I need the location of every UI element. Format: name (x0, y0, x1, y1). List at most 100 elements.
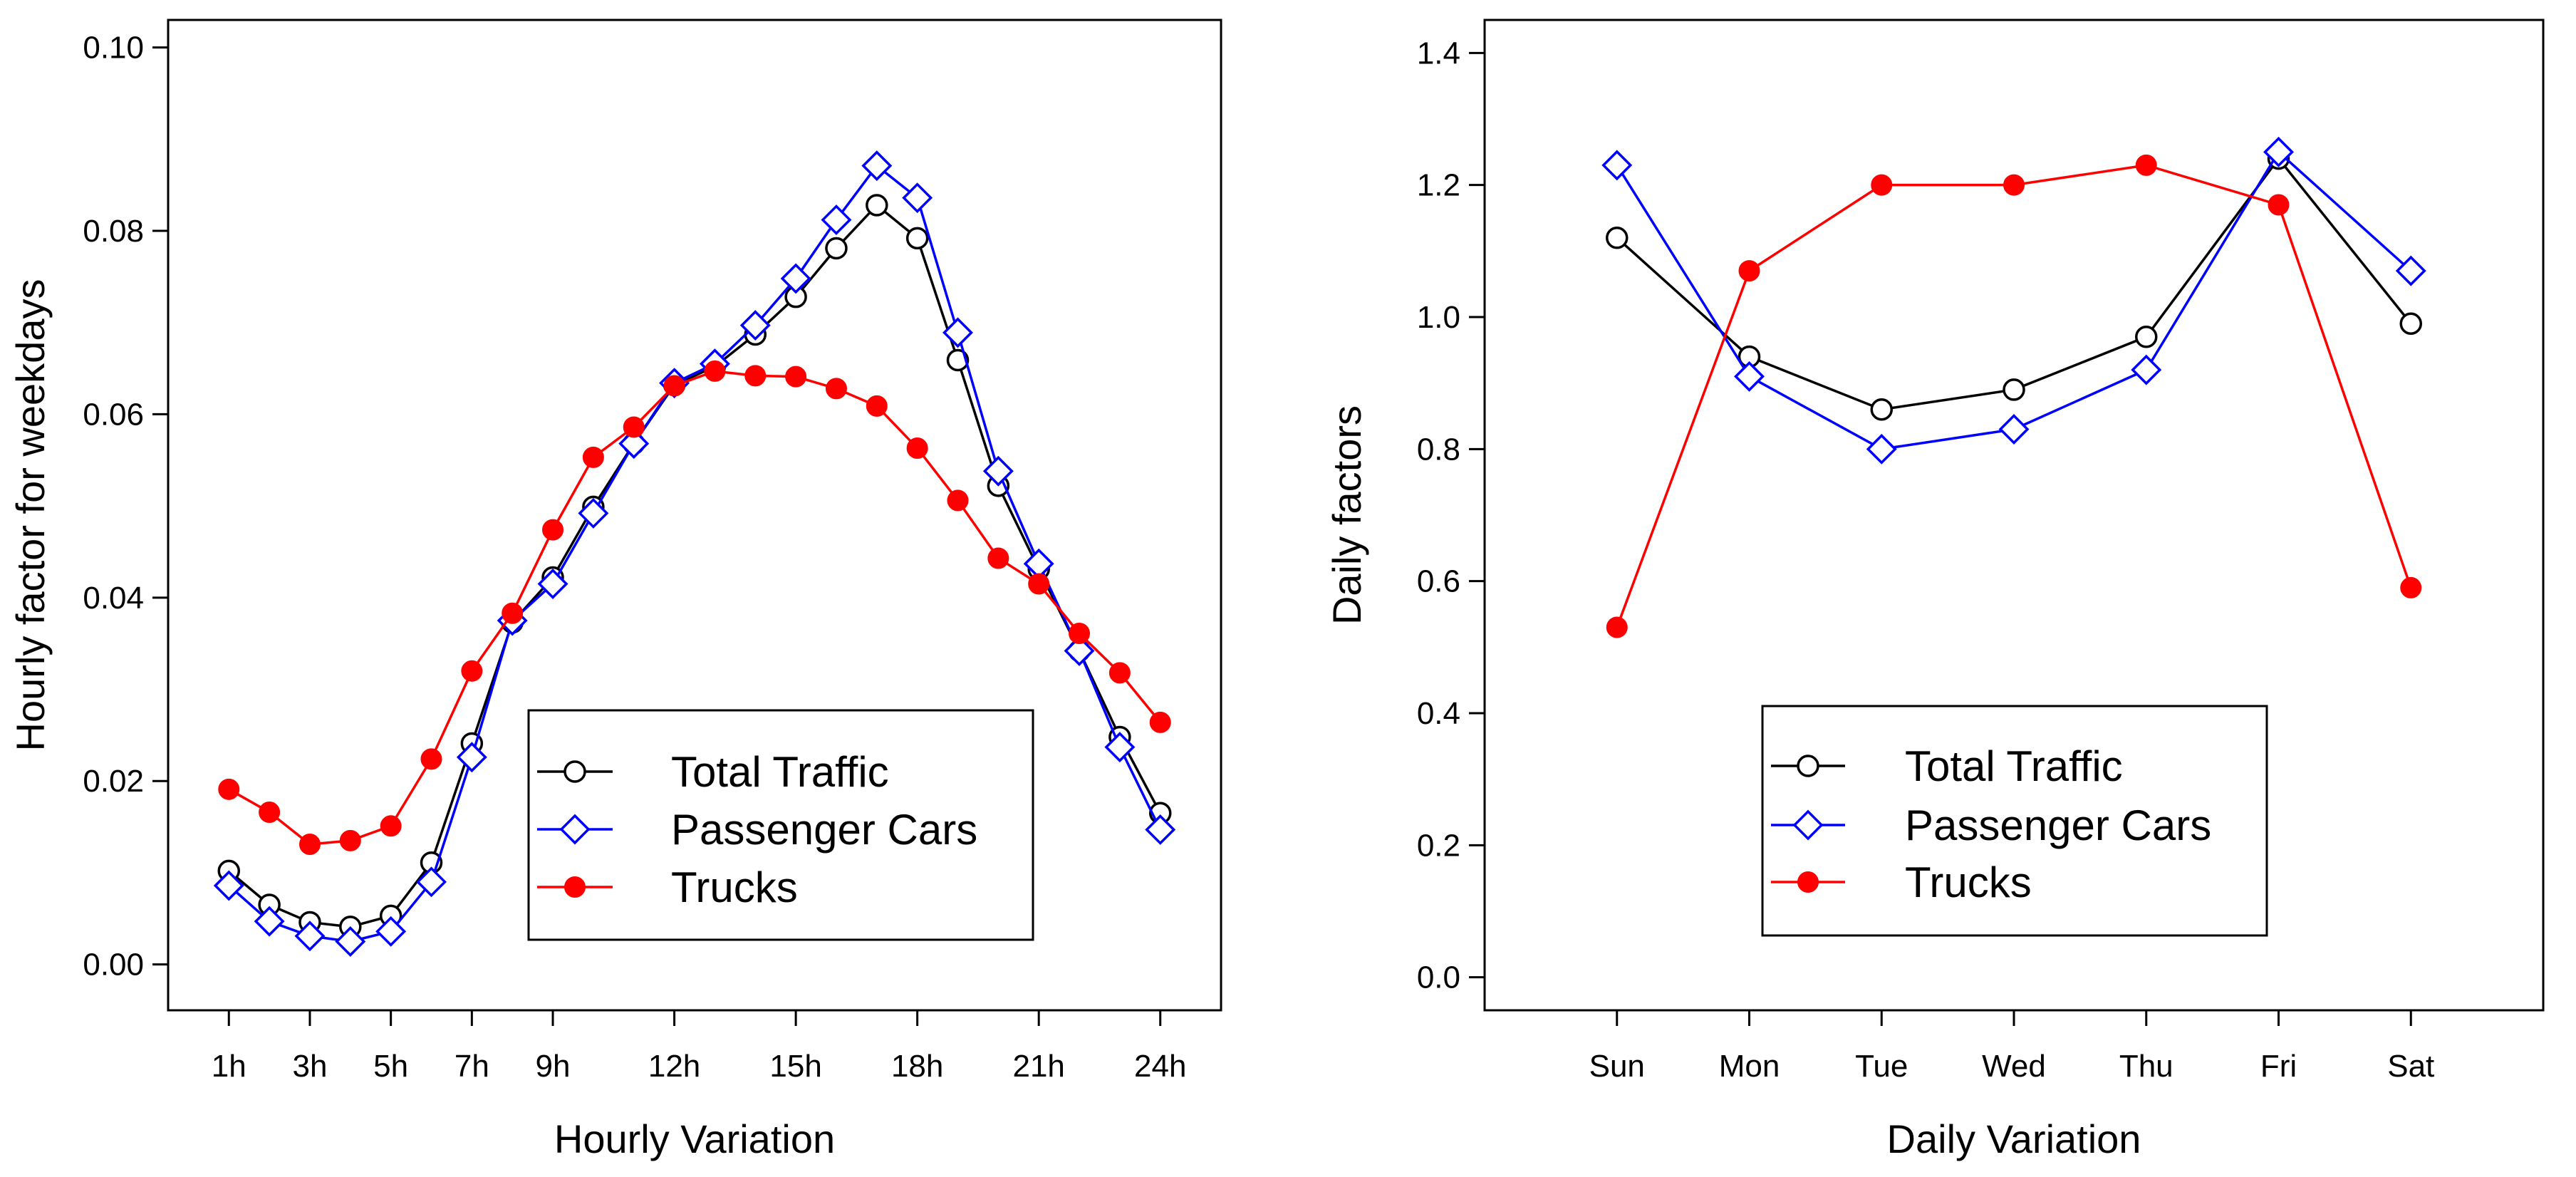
data-point-total-traffic (2003, 378, 2025, 401)
data-point-passenger-cars (1601, 150, 1633, 181)
series-trucks (218, 360, 1171, 856)
y-tick-label: 0.0 (1417, 960, 1460, 995)
x-tick-label: 7h (455, 1049, 489, 1084)
data-point-trucks (906, 437, 928, 460)
x-tick-label: 1h (212, 1049, 246, 1084)
y-tick-label: 1.2 (1417, 168, 1460, 203)
data-point-trucks (259, 802, 281, 823)
legend: Total Traffic Passenger Cars Trucks (527, 709, 1034, 941)
data-point-trucks (785, 365, 807, 388)
y-axis-label: Hourly factor for weekdays (8, 279, 53, 752)
x-tick-label: Mon (1719, 1049, 1780, 1084)
x-tick-label: Sun (1589, 1049, 1645, 1084)
legend-marker-passenger-cars (1792, 809, 1824, 841)
legend-label-total-traffic: Total Traffic (1905, 742, 2123, 790)
data-point-trucks (542, 519, 564, 541)
series-passenger-cars (1601, 136, 2426, 465)
x-tick-label: 15h (769, 1049, 821, 1084)
data-point-total-traffic (946, 348, 970, 372)
data-point-passenger-cars (375, 916, 407, 947)
data-point-trucks (339, 829, 361, 851)
data-point-trucks (987, 547, 1009, 569)
data-point-total-traffic (1870, 398, 1893, 421)
data-point-passenger-cars (254, 906, 285, 937)
legend-label-passenger-cars: Passenger Cars (1905, 802, 2211, 849)
data-point-passenger-cars (213, 870, 244, 901)
data-point-trucks (298, 834, 321, 856)
data-point-trucks (704, 360, 726, 382)
data-point-passenger-cars (294, 921, 326, 952)
data-point-passenger-cars (537, 569, 568, 600)
data-point-trucks (218, 778, 240, 800)
data-point-trucks (1108, 662, 1131, 684)
y-tick-label: 0.08 (83, 214, 144, 249)
legend-label-total-traffic: Total Traffic (671, 748, 889, 796)
legend-label-trucks: Trucks (1905, 859, 2032, 906)
data-point-passenger-cars (942, 317, 973, 348)
legend-marker-trucks (1797, 871, 1819, 893)
data-point-passenger-cars (861, 150, 893, 182)
x-tick-label: 24h (1134, 1049, 1186, 1084)
data-point-trucks (1738, 260, 1760, 282)
legend-label-passenger-cars: Passenger Cars (671, 806, 977, 854)
data-point-trucks (1149, 711, 1171, 733)
legend-box (527, 709, 1034, 941)
y-tick-label: 0.02 (83, 764, 144, 799)
hourly-panel: 0.00 0.02 0.04 0.06 0.08 0.10 1h 3h 5h 7h 9h 12h 15h… (8, 19, 1222, 1161)
data-point-passenger-cars (1064, 636, 1095, 666)
x-tick-label: 9h (536, 1049, 571, 1084)
data-point-trucks (947, 489, 969, 512)
x-axis-label: Daily Variation (1887, 1116, 2141, 1161)
data-point-trucks (2135, 154, 2157, 176)
data-point-passenger-cars (578, 497, 609, 529)
data-point-passenger-cars (416, 866, 447, 898)
y-tick-label: 0.10 (83, 31, 144, 66)
legend-box (1761, 705, 2268, 937)
data-point-total-traffic (2135, 326, 2158, 348)
data-point-total-traffic (825, 237, 848, 260)
x-tick-label: 18h (891, 1049, 943, 1084)
plot-frame (167, 19, 1222, 1012)
data-point-trucks (2268, 194, 2290, 216)
y-tick-label: 0.6 (1417, 564, 1460, 599)
y-tick-label: 0.4 (1417, 696, 1460, 731)
data-point-trucks (420, 748, 442, 770)
data-point-trucks (744, 365, 767, 387)
data-point-passenger-cars (1104, 732, 1136, 763)
x-tick-label: Sat (2387, 1049, 2434, 1084)
y-axis-label: Daily factors (1324, 405, 1369, 625)
data-point-passenger-cars (2263, 136, 2294, 167)
data-point-passenger-cars (739, 310, 771, 341)
data-point-trucks (2003, 174, 2025, 196)
data-point-total-traffic (2399, 312, 2422, 336)
data-point-trucks (582, 446, 604, 468)
x-tick-label: Wed (1982, 1049, 2046, 1084)
y-tick-label: 0.04 (83, 581, 144, 616)
data-point-trucks (2400, 576, 2422, 598)
data-point-trucks (866, 395, 888, 417)
data-point-trucks (1069, 623, 1091, 645)
y-tick-label: 1.0 (1417, 300, 1460, 335)
legend: Total Traffic Passenger Cars Trucks (1761, 705, 2268, 937)
data-point-passenger-cars (2395, 255, 2426, 286)
legend-marker-total-traffic (564, 760, 586, 783)
data-point-trucks (502, 602, 524, 624)
x-tick-label: 5h (373, 1049, 408, 1084)
data-point-passenger-cars (335, 925, 366, 957)
series-trucks (1606, 154, 2422, 638)
data-point-passenger-cars (821, 204, 852, 236)
data-point-trucks (623, 416, 645, 438)
legend-marker-total-traffic (1797, 755, 1819, 777)
legend-marker-trucks (564, 876, 586, 898)
x-tick-label: Thu (2119, 1049, 2174, 1084)
x-tick-label: 3h (292, 1049, 327, 1084)
y-tick-label: 0.00 (83, 948, 144, 982)
data-point-trucks (1871, 174, 1893, 196)
data-point-trucks (1606, 616, 1628, 638)
data-point-passenger-cars (902, 182, 933, 214)
data-point-passenger-cars (780, 263, 811, 294)
y-tick-label: 0.06 (83, 397, 144, 432)
